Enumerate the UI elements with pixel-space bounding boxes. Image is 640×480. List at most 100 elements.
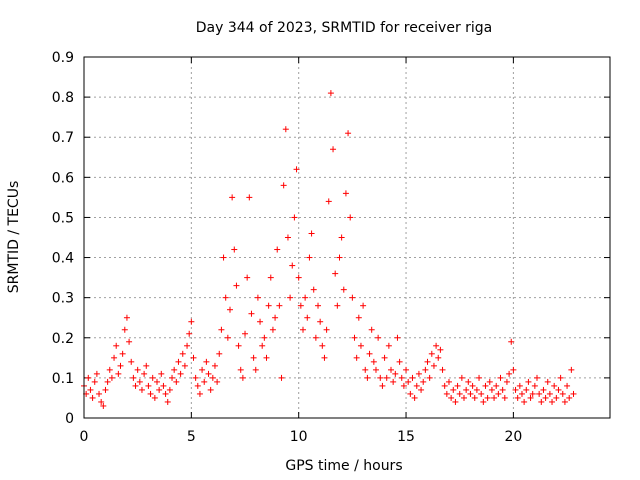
- data-point: [368, 326, 375, 333]
- y-tick-label: 0.6: [52, 170, 74, 186]
- data-point: [465, 378, 472, 385]
- x-tick-label: 20: [504, 429, 522, 445]
- data-point: [111, 354, 118, 361]
- data-point: [310, 286, 317, 293]
- data-point: [190, 354, 197, 361]
- y-tick-labels: 0 0.1 0.2 0.3 0.4 0.5 0.6 0.7 0.8 0.9: [52, 50, 74, 427]
- data-point: [171, 366, 178, 373]
- data-point: [211, 362, 218, 369]
- data-point: [542, 394, 549, 401]
- data-point: [265, 302, 272, 309]
- data-point: [349, 294, 356, 301]
- grid: [84, 57, 610, 418]
- data-point: [121, 326, 128, 333]
- data-point: [96, 390, 103, 397]
- data-point: [454, 382, 461, 389]
- data-point: [295, 274, 302, 281]
- x-tick-label: 15: [397, 429, 415, 445]
- data-point: [345, 130, 352, 137]
- data-point: [461, 394, 468, 401]
- data-point: [525, 378, 532, 385]
- data-point: [91, 378, 98, 385]
- y-tick-label: 0.9: [52, 50, 74, 66]
- data-point: [536, 390, 543, 397]
- data-point: [372, 366, 379, 373]
- data-point: [388, 366, 395, 373]
- data-point: [433, 342, 440, 349]
- data-point: [568, 366, 575, 373]
- data-point: [164, 398, 171, 405]
- data-point: [531, 382, 538, 389]
- data-point: [317, 318, 324, 325]
- x-axis-title: GPS time / hours: [285, 458, 402, 474]
- data-point: [284, 234, 291, 241]
- data-point: [158, 370, 165, 377]
- data-point: [233, 282, 240, 289]
- data-point: [282, 126, 289, 133]
- data-point: [463, 386, 470, 393]
- y-tick-label: 0: [65, 411, 74, 427]
- data-point: [503, 378, 510, 385]
- data-point: [441, 382, 448, 389]
- data-point: [98, 398, 105, 405]
- y-tick-label: 0.5: [52, 210, 74, 226]
- data-point: [357, 342, 364, 349]
- data-point: [553, 394, 560, 401]
- data-point: [364, 374, 371, 381]
- data-point: [274, 246, 281, 253]
- data-point: [218, 326, 225, 333]
- data-point: [518, 390, 525, 397]
- data-point: [334, 302, 341, 309]
- data-point: [398, 374, 405, 381]
- data-point: [403, 366, 410, 373]
- data-point: [497, 374, 504, 381]
- data-point: [527, 394, 534, 401]
- data-point: [89, 394, 96, 401]
- data-point: [325, 198, 332, 205]
- data-point: [450, 386, 457, 393]
- data-point: [564, 382, 571, 389]
- data-point: [181, 362, 188, 369]
- data-point: [327, 90, 334, 97]
- data-point: [235, 342, 242, 349]
- data-point: [186, 330, 193, 337]
- data-point: [512, 386, 519, 393]
- data-point: [534, 374, 541, 381]
- data-point: [510, 366, 517, 373]
- y-tick-label: 0.8: [52, 90, 74, 106]
- data-point: [379, 382, 386, 389]
- data-point: [194, 382, 201, 389]
- data-point: [458, 374, 465, 381]
- data-point: [476, 374, 483, 381]
- data-point: [435, 354, 442, 361]
- data-point: [272, 314, 279, 321]
- data-point: [173, 378, 180, 385]
- data-point: [149, 374, 156, 381]
- data-point: [377, 374, 384, 381]
- data-point: [557, 374, 564, 381]
- data-point: [315, 302, 322, 309]
- data-point: [418, 386, 425, 393]
- data-point: [160, 382, 167, 389]
- data-point: [456, 390, 463, 397]
- axis-ticks: [83, 56, 610, 419]
- data-point: [385, 342, 392, 349]
- data-point: [308, 230, 315, 237]
- data-point: [400, 382, 407, 389]
- data-point: [407, 390, 414, 397]
- data-point: [499, 386, 506, 393]
- data-point: [196, 390, 203, 397]
- data-point: [428, 350, 435, 357]
- data-point: [209, 374, 216, 381]
- data-point: [102, 386, 109, 393]
- data-point: [306, 254, 313, 261]
- data-point: [192, 374, 199, 381]
- data-point: [381, 354, 388, 361]
- data-point: [561, 398, 568, 405]
- data-point: [551, 382, 558, 389]
- data-point: [87, 386, 94, 393]
- data-point: [254, 294, 261, 301]
- data-point: [239, 374, 246, 381]
- data-point: [188, 318, 195, 325]
- data-point: [207, 386, 214, 393]
